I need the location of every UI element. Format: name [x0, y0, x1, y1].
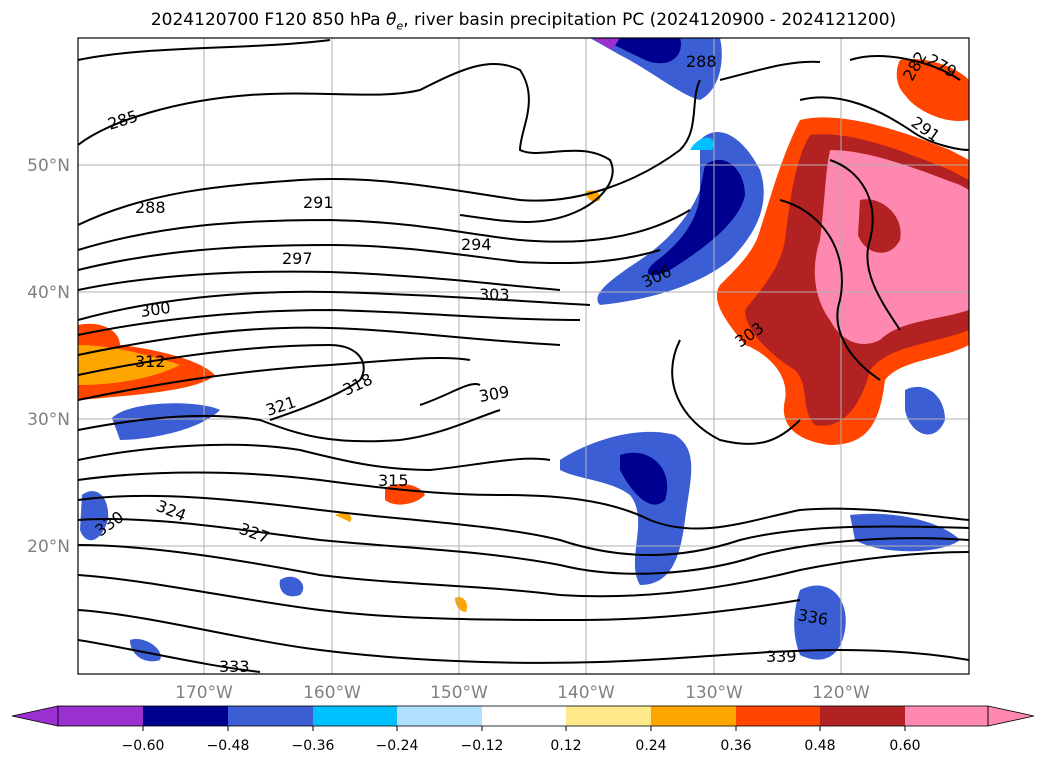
contour-label: 303 — [479, 285, 510, 304]
theta-e-contours — [78, 39, 969, 673]
colorbar-segment — [482, 706, 566, 726]
colorbar-segment — [820, 706, 905, 726]
contour-label: 327 — [237, 519, 272, 547]
colorbar-tick-label: −0.60 — [121, 738, 165, 754]
colorbar-segment — [228, 706, 313, 726]
colorbar-frame — [57, 705, 989, 727]
lon-label: 160°W — [303, 683, 361, 703]
colorbar-tick-label: −0.48 — [206, 738, 250, 754]
colorbar-segment — [58, 706, 143, 726]
lat-label: 40°N — [27, 283, 70, 303]
contour-label: 309 — [477, 382, 510, 406]
longitude-labels: 170°W 160°W 150°W 140°W 130°W 120°W — [175, 683, 870, 703]
lat-label: 20°N — [27, 537, 70, 557]
colorbar-tick-label: 0.36 — [720, 738, 752, 754]
colorbar — [11, 705, 1035, 731]
lon-label: 120°W — [812, 683, 870, 703]
contour-label: 291 — [303, 193, 334, 212]
contour-label: 321 — [263, 392, 298, 420]
colorbar-extend-left — [11, 705, 59, 727]
colorbar-tick-label: −0.12 — [460, 738, 504, 754]
lat-label: 50°N — [27, 156, 70, 176]
contour-label: 285 — [105, 106, 140, 134]
contour-label: 300 — [139, 298, 172, 321]
contour-label: 312 — [135, 352, 166, 371]
colorbar-segment — [397, 706, 482, 726]
colorbar-tick-label: −0.24 — [375, 738, 419, 754]
gridlines — [78, 38, 969, 674]
contour-label: 318 — [340, 369, 376, 399]
map-title: 2024120700 F120 850 hPa θe, river basin … — [150, 10, 897, 33]
contour-label: 294 — [461, 235, 492, 254]
colorbar-tick-labels: −0.60 −0.48 −0.36 −0.24 −0.12 0.12 0.24 … — [0, 738, 1047, 758]
colorbar-segment — [566, 706, 651, 726]
colorbar-tick-label: 0.48 — [804, 738, 836, 754]
colorbar-tick-label: 0.12 — [550, 738, 582, 754]
colorbar-tick-label: 0.24 — [635, 738, 667, 754]
colorbar-extend-right — [987, 705, 1035, 727]
map-frame — [77, 37, 970, 675]
contour-label: 288 — [135, 198, 166, 217]
contour-label: 315 — [378, 471, 409, 490]
colorbar-segment — [736, 706, 820, 726]
colorbar-segment — [905, 706, 988, 726]
colorbar-segment — [651, 706, 736, 726]
contour-label: 333 — [219, 657, 250, 676]
colorbar-tick-label: −0.36 — [291, 738, 335, 754]
contour-label: 339 — [766, 647, 797, 666]
contour-label: 297 — [282, 249, 313, 268]
lat-label: 30°N — [27, 410, 70, 430]
colorbar-tick-label: 0.60 — [889, 738, 921, 754]
latitude-labels: 50°N 40°N 30°N 20°N — [27, 156, 70, 557]
colorbar-segment — [143, 706, 228, 726]
contour-label: 288 — [686, 52, 717, 71]
lon-label: 150°W — [430, 683, 488, 703]
colorbar-segment — [313, 706, 397, 726]
contour-labels: 285 288 291 294 297 300 303 306 309 312 … — [91, 48, 960, 676]
lon-label: 140°W — [557, 683, 615, 703]
lon-label: 170°W — [175, 683, 233, 703]
lon-label: 130°W — [685, 683, 743, 703]
